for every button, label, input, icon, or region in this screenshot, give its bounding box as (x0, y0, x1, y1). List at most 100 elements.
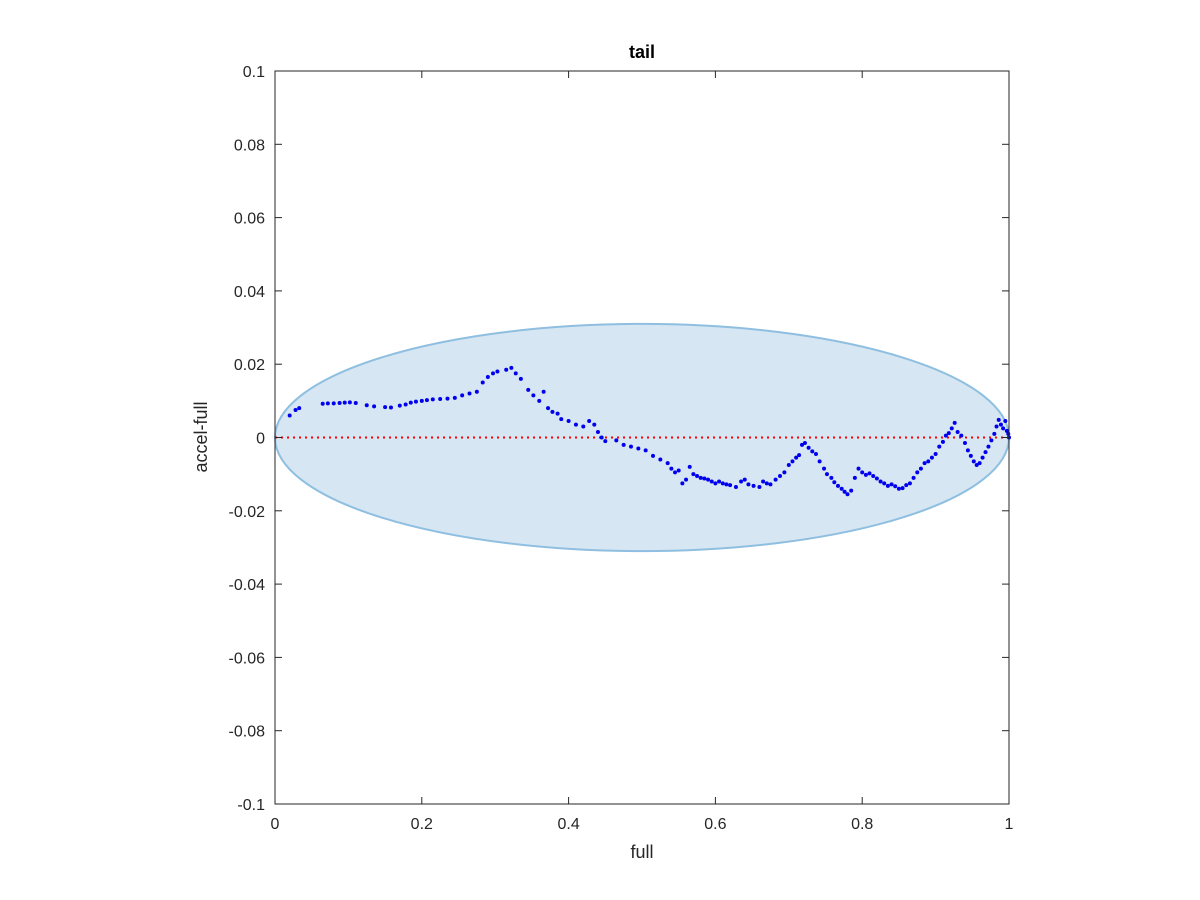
data-point (974, 462, 979, 467)
data-point (573, 422, 578, 427)
y-axis-ticks: 0.1 0.08 0.06 0.04 0.02 0 -0.02 -0.04 -0.06 -0.08… (229, 64, 1009, 814)
data-point (992, 431, 997, 436)
data-point (559, 417, 564, 422)
data-point (800, 442, 805, 447)
data-point (832, 480, 837, 485)
data-point (347, 400, 352, 405)
data-point (856, 466, 861, 471)
data-point (452, 395, 457, 400)
data-point (438, 397, 443, 402)
data-point (1003, 419, 1008, 424)
data-point (790, 459, 795, 464)
data-point (817, 459, 822, 464)
data-point (733, 484, 738, 489)
data-point (980, 455, 985, 460)
data-point (713, 481, 718, 486)
data-point (408, 400, 413, 405)
data-point (665, 461, 670, 466)
data-point (860, 470, 865, 475)
data-point (337, 401, 342, 406)
data-point (845, 492, 850, 497)
data-point (959, 433, 964, 438)
data-point (994, 424, 999, 429)
data-point (806, 445, 811, 450)
y-tick-label: 0.02 (234, 357, 265, 374)
data-point (695, 473, 700, 478)
data-point (943, 433, 948, 438)
data-point (658, 457, 663, 462)
data-point (746, 482, 751, 487)
data-point (885, 483, 890, 488)
data-point (728, 483, 733, 488)
data-point (955, 430, 960, 435)
data-point (680, 481, 685, 486)
data-point (555, 411, 560, 416)
x-tick-label: 0.2 (411, 816, 433, 833)
data-point (397, 403, 402, 408)
data-point (364, 403, 369, 408)
data-point (383, 405, 388, 410)
data-point (297, 406, 302, 411)
data-point (485, 375, 490, 380)
data-point (509, 365, 514, 370)
data-point (706, 477, 711, 482)
data-point (419, 398, 424, 403)
data-point (566, 419, 571, 424)
data-point (915, 470, 920, 475)
data-point (794, 455, 799, 460)
data-point (467, 391, 472, 396)
data-point (504, 367, 509, 372)
data-point (829, 475, 834, 480)
data-point (911, 475, 916, 480)
data-point (757, 484, 762, 489)
y-tick-label: 0.08 (234, 137, 265, 154)
data-point (518, 376, 523, 381)
x-tick-label: 0 (271, 816, 280, 833)
x-axis-label: full (630, 842, 653, 862)
data-point (724, 482, 729, 487)
data-point (968, 453, 973, 458)
data-point (810, 449, 815, 454)
data-point (388, 405, 393, 410)
data-point (739, 479, 744, 484)
data-points (287, 365, 1011, 497)
data-point (863, 472, 868, 477)
data-point (786, 462, 791, 467)
data-point (709, 479, 714, 484)
data-point (952, 420, 957, 425)
data-point (933, 451, 938, 456)
data-point (293, 408, 298, 413)
data-point (342, 400, 347, 405)
data-point (922, 461, 927, 466)
data-point (889, 482, 894, 487)
data-point (717, 479, 722, 484)
data-point (996, 417, 1001, 422)
data-point (531, 393, 536, 398)
data-point (526, 387, 531, 392)
data-point (777, 473, 782, 478)
data-point (513, 371, 518, 376)
data-point (445, 396, 450, 401)
data-point (621, 442, 626, 447)
data-point (893, 484, 898, 489)
data-point (603, 439, 608, 444)
x-tick-label: 1 (1005, 816, 1014, 833)
data-point (842, 489, 847, 494)
data-point (751, 483, 756, 488)
x-tick-label: 0.8 (851, 816, 873, 833)
data-point (949, 426, 954, 431)
data-point (983, 450, 988, 455)
data-point (490, 371, 495, 376)
data-point (1006, 431, 1011, 436)
data-point (592, 422, 597, 427)
data-point (643, 448, 648, 453)
data-point (761, 479, 766, 484)
data-point (852, 475, 857, 480)
data-point (651, 453, 656, 458)
data-point (907, 481, 912, 486)
data-point (541, 389, 546, 394)
data-point (824, 472, 829, 477)
data-point (698, 475, 703, 480)
chart-title: tail (629, 42, 655, 62)
